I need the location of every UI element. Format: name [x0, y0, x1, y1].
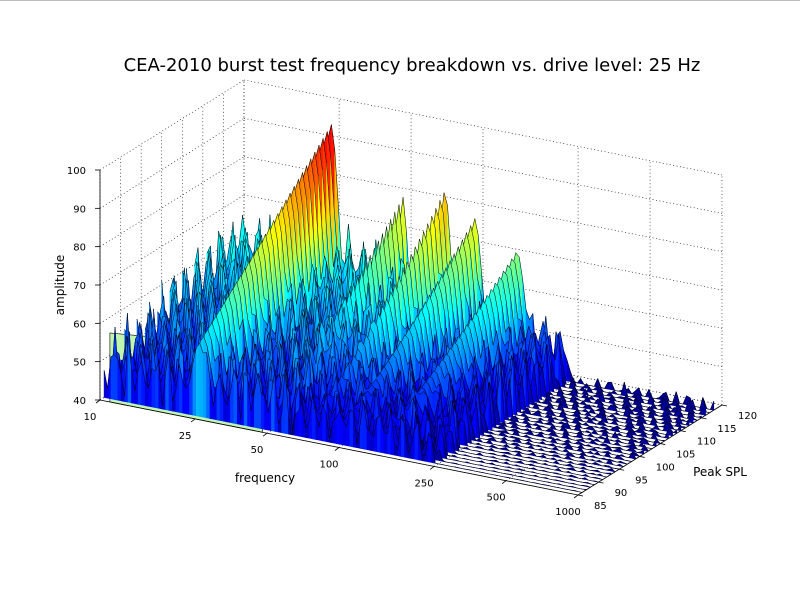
- x-tick-label: 250: [415, 478, 434, 489]
- y-tick-label: 110: [697, 437, 716, 448]
- x-tick: [334, 447, 340, 451]
- y-tick: [577, 494, 584, 497]
- y-tick-label: 105: [676, 450, 695, 461]
- z-tick-label: 60: [73, 319, 86, 330]
- surface: [103, 124, 715, 493]
- x-tick: [429, 466, 435, 470]
- top-border: [0, 0, 800, 1]
- x-tick-label: 25: [179, 431, 192, 442]
- z-tick-label: 90: [73, 204, 86, 215]
- y-tick: [680, 430, 686, 433]
- surface-cell: [260, 392, 265, 430]
- surface-cell: [460, 418, 465, 446]
- surface-cell: [630, 444, 635, 449]
- x-tick: [573, 494, 579, 499]
- x-axis-label: frequency: [235, 471, 295, 485]
- surface-cell: [114, 353, 119, 401]
- surface-cell: [607, 381, 612, 391]
- y-tick-label: 120: [738, 411, 757, 422]
- surface-cell: [383, 432, 388, 455]
- x-tick-label: 10: [84, 412, 97, 423]
- x-tick-label: 100: [319, 460, 338, 471]
- x-tick: [95, 399, 101, 404]
- surface-cell: [349, 410, 354, 448]
- surface-cell: [376, 414, 381, 453]
- z-tick-label: 80: [73, 243, 86, 254]
- y-tick-label: 100: [656, 462, 675, 473]
- z-tick-label: 40: [73, 396, 86, 407]
- y-tick-label: 85: [594, 501, 607, 512]
- surface-cell: [634, 387, 639, 396]
- x-tick-label: 1000: [555, 507, 580, 518]
- surface-cell: [605, 445, 610, 451]
- surface-cell: [566, 359, 571, 383]
- surface-cell: [202, 352, 207, 419]
- z-tick-label: 100: [67, 166, 86, 177]
- y-tick: [660, 443, 666, 445]
- y-tick: [598, 481, 604, 484]
- z-tick-label: 50: [73, 358, 86, 369]
- surface-cell: [199, 343, 204, 418]
- y-tick-label: 90: [615, 488, 628, 499]
- surface-cell: [151, 367, 156, 408]
- x-tick: [501, 480, 507, 485]
- surface-cell: [585, 404, 590, 410]
- surface-cell: [701, 404, 706, 416]
- z-axis-label: amplitude: [53, 255, 67, 316]
- chart-title: CEA-2010 burst test frequency breakdown …: [124, 55, 701, 76]
- x-tick: [190, 418, 196, 423]
- surface-cell: [546, 421, 551, 426]
- surface-cell: [137, 361, 142, 406]
- y-tick: [701, 417, 707, 420]
- x-tick-label: 50: [251, 445, 264, 456]
- y-axis-line: [577, 404, 723, 496]
- x-tick-label: 500: [487, 493, 506, 504]
- y-tick-label: 115: [717, 424, 736, 435]
- x-tick: [262, 432, 268, 437]
- y-tick: [619, 468, 625, 471]
- surface-cell: [196, 342, 201, 417]
- surface-cell: [448, 430, 453, 454]
- y-tick: [639, 456, 645, 458]
- surface-cell: [642, 438, 647, 445]
- y-tick-label: 95: [635, 475, 648, 486]
- y-axis-label: Peak SPL: [693, 465, 747, 479]
- surface-cell: [110, 353, 115, 400]
- z-tick-label: 70: [73, 281, 86, 292]
- y-tick: [721, 404, 728, 407]
- surface-cell: [243, 371, 248, 427]
